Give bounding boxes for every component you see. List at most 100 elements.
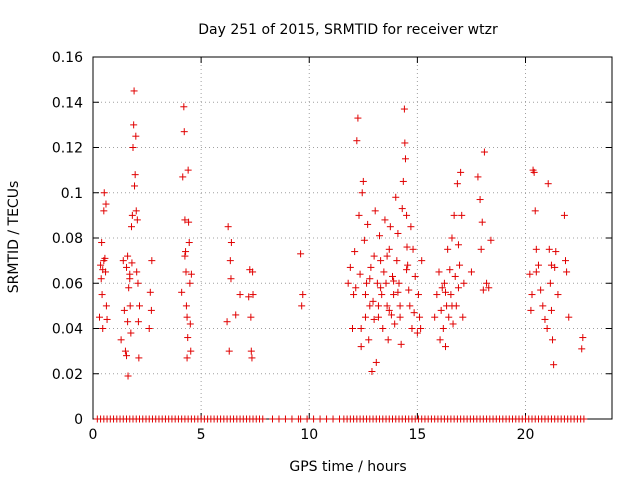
data-point — [354, 114, 362, 122]
data-point — [391, 320, 399, 328]
data-point — [181, 252, 189, 260]
data-point — [227, 239, 235, 247]
data-point — [225, 347, 233, 355]
data-point — [378, 291, 386, 299]
data-point — [478, 218, 486, 226]
y-tick-label: 0.08 — [52, 231, 83, 247]
data-point — [406, 302, 414, 310]
data-point — [578, 345, 586, 353]
data-point — [403, 266, 411, 274]
data-point — [303, 415, 311, 423]
data-point — [134, 279, 142, 287]
data-point — [372, 358, 380, 366]
data-point — [128, 259, 136, 267]
data-point — [180, 128, 188, 136]
data-point — [360, 236, 368, 244]
data-point — [407, 223, 415, 231]
data-point — [124, 252, 132, 260]
chart-title: Day 251 of 2015, SRMTID for receiver wtz… — [198, 22, 498, 38]
data-point — [249, 268, 257, 276]
data-point — [448, 234, 456, 242]
data-point — [102, 200, 110, 208]
data-point — [404, 261, 412, 269]
data-point — [247, 313, 255, 321]
data-point — [528, 291, 536, 299]
y-tick-label: 0.14 — [52, 95, 83, 111]
data-point — [480, 148, 488, 156]
plot-frame — [92, 56, 613, 420]
data-point — [182, 268, 190, 276]
data-point — [182, 248, 190, 256]
data-point — [346, 263, 354, 271]
data-point — [374, 313, 382, 321]
data-point — [135, 354, 143, 362]
data-point — [131, 182, 139, 190]
data-point — [476, 196, 484, 204]
data-point — [100, 189, 108, 197]
data-point — [460, 279, 468, 287]
data-point — [532, 245, 540, 253]
data-point — [146, 288, 154, 296]
data-point — [431, 313, 439, 321]
data-point — [398, 205, 406, 213]
data-point — [479, 286, 487, 294]
data-points — [93, 87, 588, 423]
data-point — [123, 263, 131, 271]
data-point — [359, 177, 367, 185]
data-point — [126, 275, 134, 283]
data-point — [451, 272, 459, 280]
data-point — [99, 325, 107, 332]
data-point — [394, 229, 402, 237]
data-point — [352, 284, 360, 292]
data-point — [544, 180, 552, 188]
y-tick-label: 0.16 — [52, 50, 83, 66]
x-tick-label: 10 — [300, 427, 318, 443]
data-point — [179, 173, 187, 181]
data-point — [397, 340, 405, 348]
data-point — [132, 132, 140, 140]
data-point — [117, 336, 125, 344]
data-point — [537, 286, 545, 294]
data-point — [245, 293, 253, 301]
data-point — [385, 245, 393, 253]
data-point — [223, 318, 231, 326]
data-point — [120, 306, 128, 314]
data-point — [185, 239, 193, 247]
data-point — [418, 257, 426, 265]
data-point — [125, 284, 133, 292]
data-point — [459, 313, 467, 321]
data-point — [563, 268, 571, 276]
data-point — [546, 279, 554, 287]
data-point — [184, 166, 192, 174]
data-point — [329, 415, 337, 423]
data-point — [127, 223, 135, 231]
data-point — [447, 291, 455, 299]
data-point — [131, 171, 139, 179]
data-point — [526, 270, 534, 278]
data-point — [103, 315, 111, 323]
data-point — [377, 284, 385, 292]
data-point — [356, 270, 364, 278]
data-point — [147, 306, 155, 314]
data-point — [248, 354, 256, 362]
data-point — [441, 343, 449, 351]
data-point — [417, 325, 425, 332]
x-axis-label: GPS time / hours — [289, 459, 406, 475]
data-point — [281, 415, 289, 423]
data-point — [310, 415, 318, 423]
data-point — [100, 207, 108, 215]
data-point — [374, 302, 382, 310]
data-point — [377, 257, 385, 265]
data-point — [400, 105, 408, 113]
data-point — [435, 268, 443, 276]
data-point — [128, 211, 136, 219]
y-tick-label: 0.1 — [61, 186, 83, 202]
data-point — [148, 257, 156, 265]
data-point — [444, 245, 452, 253]
data-point — [383, 302, 391, 310]
data-point — [399, 177, 407, 185]
data-point — [530, 168, 538, 176]
data-point — [132, 207, 140, 215]
data-point — [297, 250, 305, 258]
